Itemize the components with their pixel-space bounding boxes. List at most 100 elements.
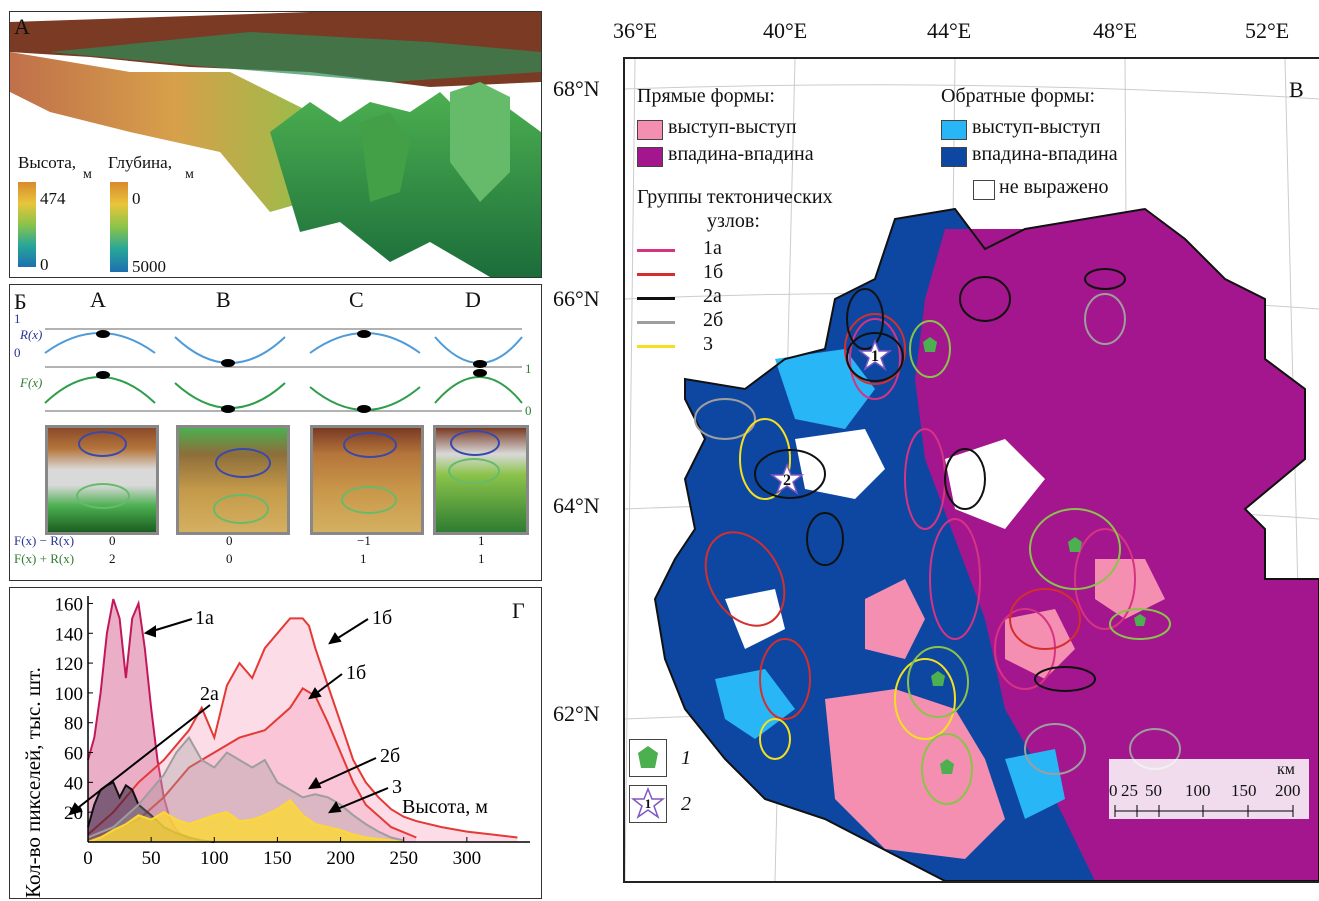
diff-value-c: −1 [357, 533, 371, 548]
lon-label-52: 52°E [1245, 18, 1290, 43]
legend-none-swatch [973, 180, 995, 200]
annotation-1b-lower: 1б [346, 662, 366, 684]
legend-direct-label-1: выступ-выступ [668, 116, 797, 138]
series-area-1 [88, 618, 518, 842]
group-label-1a: 1а [703, 237, 722, 259]
y-tick-label: 80 [64, 714, 83, 735]
height-histogram-chart: 05010015020025030020406080100120140160 К… [21, 594, 530, 898]
scale-label-0: 0 [1109, 781, 1118, 800]
sum-value-a: 2 [109, 551, 116, 566]
lon-label-36: 36°E [613, 18, 658, 43]
f-axis-label: F(x) [20, 375, 43, 390]
profile-thumbnail-d [433, 425, 529, 535]
y-tick-label: 120 [55, 654, 84, 675]
legend-reverse-label-2: впадина-впадина [972, 143, 1118, 165]
series-area-0 [88, 599, 215, 842]
x-tick-label: 100 [200, 848, 229, 869]
annotation-1b-upper: 1б [372, 607, 392, 629]
star-marker-1: 1 [857, 339, 893, 375]
legend-reverse-swatch-2 [941, 147, 967, 167]
group-line-2a [637, 297, 675, 300]
legend-reverse-label-1: выступ-выступ [972, 116, 1101, 138]
groups-title-line-1: Группы тектонических [637, 186, 833, 208]
panel-g-histogram: Г 05010015020025030020406080100120140160… [9, 587, 542, 899]
star-marker-2-label: 2 [783, 472, 791, 489]
annotation-2a: 2а [200, 683, 219, 705]
x-tick-label: 0 [83, 848, 93, 869]
x-tick-label: 200 [326, 848, 355, 869]
legend-symbol-node-box [629, 739, 667, 777]
y-tick-label: 140 [55, 624, 84, 645]
annotation-2b: 2б [380, 745, 400, 767]
panel-b-letter: Б [14, 289, 27, 314]
scale-bar: км 0 25 50 100 150 200 [1109, 759, 1309, 819]
node-markers [923, 337, 1146, 774]
lon-label-44: 44°E [927, 18, 972, 43]
f-axis-tick-right-0: 0 [525, 403, 532, 418]
sum-value-b: 0 [226, 551, 233, 566]
annotation-3: 3 [392, 776, 402, 798]
profile-thumbnail-a [45, 425, 159, 535]
map-frame: Прямые формы: выступ-выступ впадина-впад… [623, 57, 1319, 883]
legend-direct-swatch-2 [637, 147, 663, 167]
diff-value-d: 1 [478, 533, 485, 548]
series-area-2 [88, 688, 417, 842]
lat-label-64: 64°N [553, 493, 600, 518]
height-colorbar-max: 474 [40, 189, 66, 208]
groups-title-line-2: узлов: [707, 210, 760, 232]
scale-label-100: 100 [1185, 781, 1211, 800]
y-tick-label: 100 [55, 684, 84, 705]
panel-a-3d-relief: А Высота, м 474 0 Глубина, м 0 5000 [9, 11, 542, 278]
y-tick-label: 160 [55, 594, 84, 615]
scale-label-50: 50 [1145, 781, 1162, 800]
row-label-difference: F(x) − R(x) [14, 533, 75, 548]
sum-value-d: 1 [478, 551, 485, 566]
legend-direct-label-2: впадина-впадина [668, 143, 814, 165]
ellipse-green [341, 486, 397, 514]
diff-value-a: 0 [109, 533, 116, 548]
ellipse-blue [78, 431, 127, 457]
f-axis-tick-right-1: 1 [525, 361, 532, 376]
column-label-b: B [216, 287, 231, 312]
y-tick-label: 60 [64, 744, 83, 765]
sum-value-c: 1 [360, 551, 367, 566]
scale-label-200: 200 [1275, 781, 1301, 800]
column-label-d: D [465, 287, 481, 312]
lon-label-40: 40°E [763, 18, 808, 43]
r-axis-label: R(x) [20, 327, 43, 342]
panel-b-profiles: Б A B C D 1 R(x) 0 F(x) 1 0 [9, 284, 542, 581]
scale-label-150: 150 [1231, 781, 1257, 800]
legend-direct-title: Прямые формы: [637, 85, 775, 107]
star-marker-2: 2 [769, 463, 805, 499]
series-line-4 [87, 735, 404, 842]
annotation-arrows [68, 618, 389, 816]
annotation-1a: 1а [195, 607, 214, 629]
height-colorbar-min: 0 [40, 255, 49, 274]
height-colorbar [18, 182, 36, 267]
ellipse-blue [450, 430, 500, 456]
height-colorbar-title: Высота, [18, 153, 77, 172]
r-axis-tick-0: 0 [14, 345, 21, 360]
x-tick-label: 150 [263, 848, 292, 869]
group-line-2b [637, 321, 675, 324]
ellipse-green [213, 494, 269, 524]
depth-colorbar-bottom: 5000 [132, 257, 166, 276]
x-tick-label: 300 [453, 848, 482, 869]
height-colorbar-unit: м [83, 167, 92, 182]
x-tick-label: 250 [389, 848, 418, 869]
series-line-2 [87, 687, 417, 840]
panel-v-letter: В [1289, 77, 1304, 102]
lat-label-66: 66°N [553, 286, 600, 311]
group-label-1b: 1б [703, 261, 724, 283]
legend-direct-swatch-1 [637, 120, 663, 140]
legend-symbol-star-label: 2 [681, 793, 691, 815]
row-label-sum: F(x) + R(x) [14, 551, 75, 566]
r-axis-tick-1: 1 [14, 311, 21, 326]
legend-symbol-star-box: 1 [629, 785, 667, 823]
column-label-c: C [349, 287, 364, 312]
depth-colorbar-title: Глубина, [108, 153, 172, 172]
group-line-1b [637, 273, 675, 276]
group-label-2a: 2а [703, 285, 722, 307]
group-line-3 [637, 345, 675, 348]
legend-symbol-node-label: 1 [681, 747, 691, 769]
